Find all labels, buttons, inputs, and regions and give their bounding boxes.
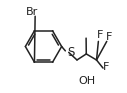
Text: F: F	[97, 30, 103, 40]
Text: Br: Br	[26, 7, 38, 17]
Text: S: S	[67, 46, 74, 59]
Text: F: F	[106, 32, 113, 42]
Text: F: F	[103, 62, 109, 72]
Text: OH: OH	[79, 76, 96, 86]
